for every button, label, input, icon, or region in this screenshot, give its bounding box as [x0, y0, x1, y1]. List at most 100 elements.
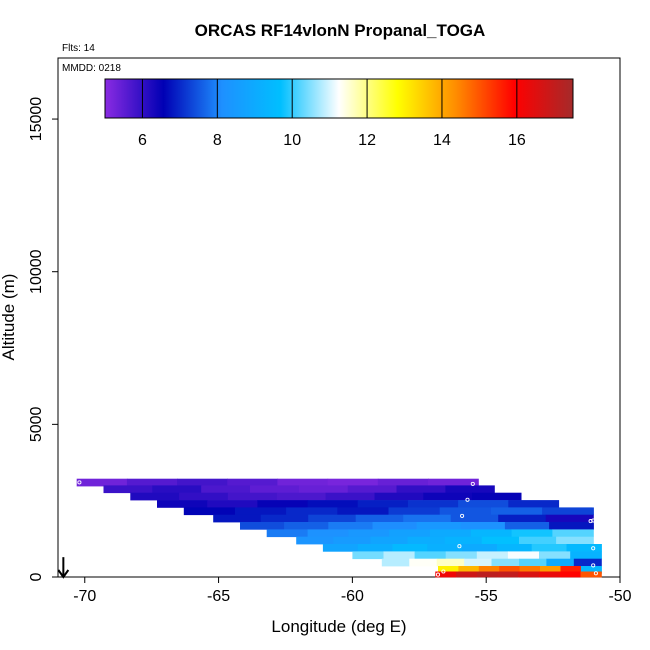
heatmap-cell	[388, 507, 441, 516]
sample-point	[460, 513, 465, 518]
heatmap-cell	[531, 544, 568, 552]
sample-point	[77, 480, 82, 485]
heatmap-cell	[407, 500, 459, 508]
heatmap-cell	[478, 566, 500, 574]
heatmap-cell	[456, 571, 478, 578]
sample-point	[435, 572, 441, 577]
heatmap-cell	[552, 529, 594, 538]
heatmap-cell	[545, 514, 594, 523]
heatmap-cell	[322, 544, 359, 552]
sample-point	[470, 481, 475, 486]
chart-title: ORCAS RF14vlonN Propanal_TOGA	[195, 21, 486, 40]
heatmap-cell	[580, 566, 602, 574]
heatmap-cell	[183, 507, 236, 516]
colorbar-tick-label: 14	[433, 132, 451, 149]
colorbar-tick-label: 12	[358, 132, 376, 149]
heatmap-cell	[277, 478, 329, 487]
heatmap-cell	[519, 536, 557, 545]
flights-label: Flts: 14	[62, 43, 95, 54]
heatmap-cell	[257, 500, 309, 508]
heatmap-cell	[540, 566, 561, 574]
sample-point	[588, 519, 593, 524]
heatmap-cell	[511, 529, 553, 538]
colorbar-tick-label: 8	[213, 132, 222, 149]
heatmap-cell	[423, 492, 473, 501]
heatmap-cell	[476, 551, 509, 560]
x-axis-label: Longitude (deg E)	[271, 617, 406, 636]
heatmap-cell	[103, 485, 153, 494]
sample-point	[441, 569, 446, 574]
heatmap-cell	[507, 551, 540, 560]
y-tick-label: 5000	[28, 406, 45, 442]
heatmap-cell	[381, 558, 410, 567]
heatmap-cell	[157, 500, 208, 508]
heatmap-cell	[573, 558, 602, 567]
heatmap-cell	[498, 514, 547, 523]
heatmap-cell	[276, 492, 327, 501]
heatmap-cell	[307, 500, 359, 508]
heatmap-cell	[407, 536, 446, 545]
y-tick-label: 15000	[28, 97, 45, 142]
heatmap-cell	[130, 492, 180, 501]
heatmap-cell	[152, 485, 202, 494]
colorbar-tick-label: 6	[138, 132, 147, 149]
heatmap-cell	[296, 536, 334, 545]
heatmap-cell	[570, 551, 602, 560]
heatmap-cell	[427, 544, 463, 552]
colorbar-gradient	[104, 78, 574, 119]
heatmap-cell	[347, 485, 398, 494]
heatmap-cell	[546, 558, 575, 567]
heatmap-cell	[325, 492, 375, 501]
heatmap-cell	[286, 507, 338, 516]
heatmap-cell	[383, 551, 416, 560]
heatmap-cell	[298, 485, 349, 494]
heatmap-cell	[519, 566, 541, 574]
heatmap-cell	[430, 529, 472, 538]
heatmap-cell	[499, 566, 521, 574]
heatmap-cell	[490, 507, 543, 516]
heatmap-cell	[250, 485, 300, 494]
heatmap-cell	[566, 544, 602, 552]
heatmap-cell	[403, 514, 452, 523]
heatmap-cell	[348, 529, 390, 538]
sample-point	[591, 518, 596, 523]
heatmap-cell	[357, 544, 394, 552]
colorbar-tick-label: 10	[283, 132, 301, 149]
heatmap-cell	[462, 544, 498, 552]
heatmap-cell	[464, 558, 493, 567]
sample-point	[591, 546, 596, 551]
date-label: MMDD: 0218	[62, 63, 121, 74]
heatmap-cell	[308, 514, 357, 523]
heatmap-bands	[76, 478, 602, 578]
heatmap-cell	[458, 566, 480, 574]
heatmap-cell	[481, 536, 520, 545]
sample-point	[457, 544, 462, 549]
heatmap-cell	[504, 522, 550, 530]
heatmap-cell	[458, 500, 509, 508]
x-tick-label: -55	[475, 588, 498, 605]
heatmap-cell	[496, 544, 533, 552]
sample-point	[591, 503, 596, 508]
heatmap-cell	[435, 571, 457, 578]
heatmap-cell	[445, 485, 495, 494]
sample-points	[77, 480, 598, 577]
heatmap-cell	[508, 500, 560, 508]
heatmap-cell	[266, 529, 309, 538]
y-tick-label: 0	[28, 572, 45, 581]
heatmap-cell	[539, 551, 571, 560]
heatmap-cell	[392, 544, 428, 552]
x-tick-label: -60	[341, 588, 364, 605]
heatmap-cell	[556, 536, 594, 545]
heatmap-cell	[450, 514, 499, 523]
x-axis: -70 -65 -60 -55 -50	[73, 577, 632, 605]
heatmap-cell	[355, 514, 404, 523]
heatmap-cell	[518, 571, 540, 578]
heatmap-cell	[428, 478, 479, 487]
heatmap-cell	[328, 522, 374, 530]
heatmap-cell	[337, 507, 390, 516]
heatmap-cell	[307, 529, 349, 538]
heatmap-cell	[396, 485, 446, 494]
heatmap-cell	[438, 566, 459, 574]
sample-point	[591, 563, 596, 568]
heatmap-cell	[76, 478, 128, 487]
